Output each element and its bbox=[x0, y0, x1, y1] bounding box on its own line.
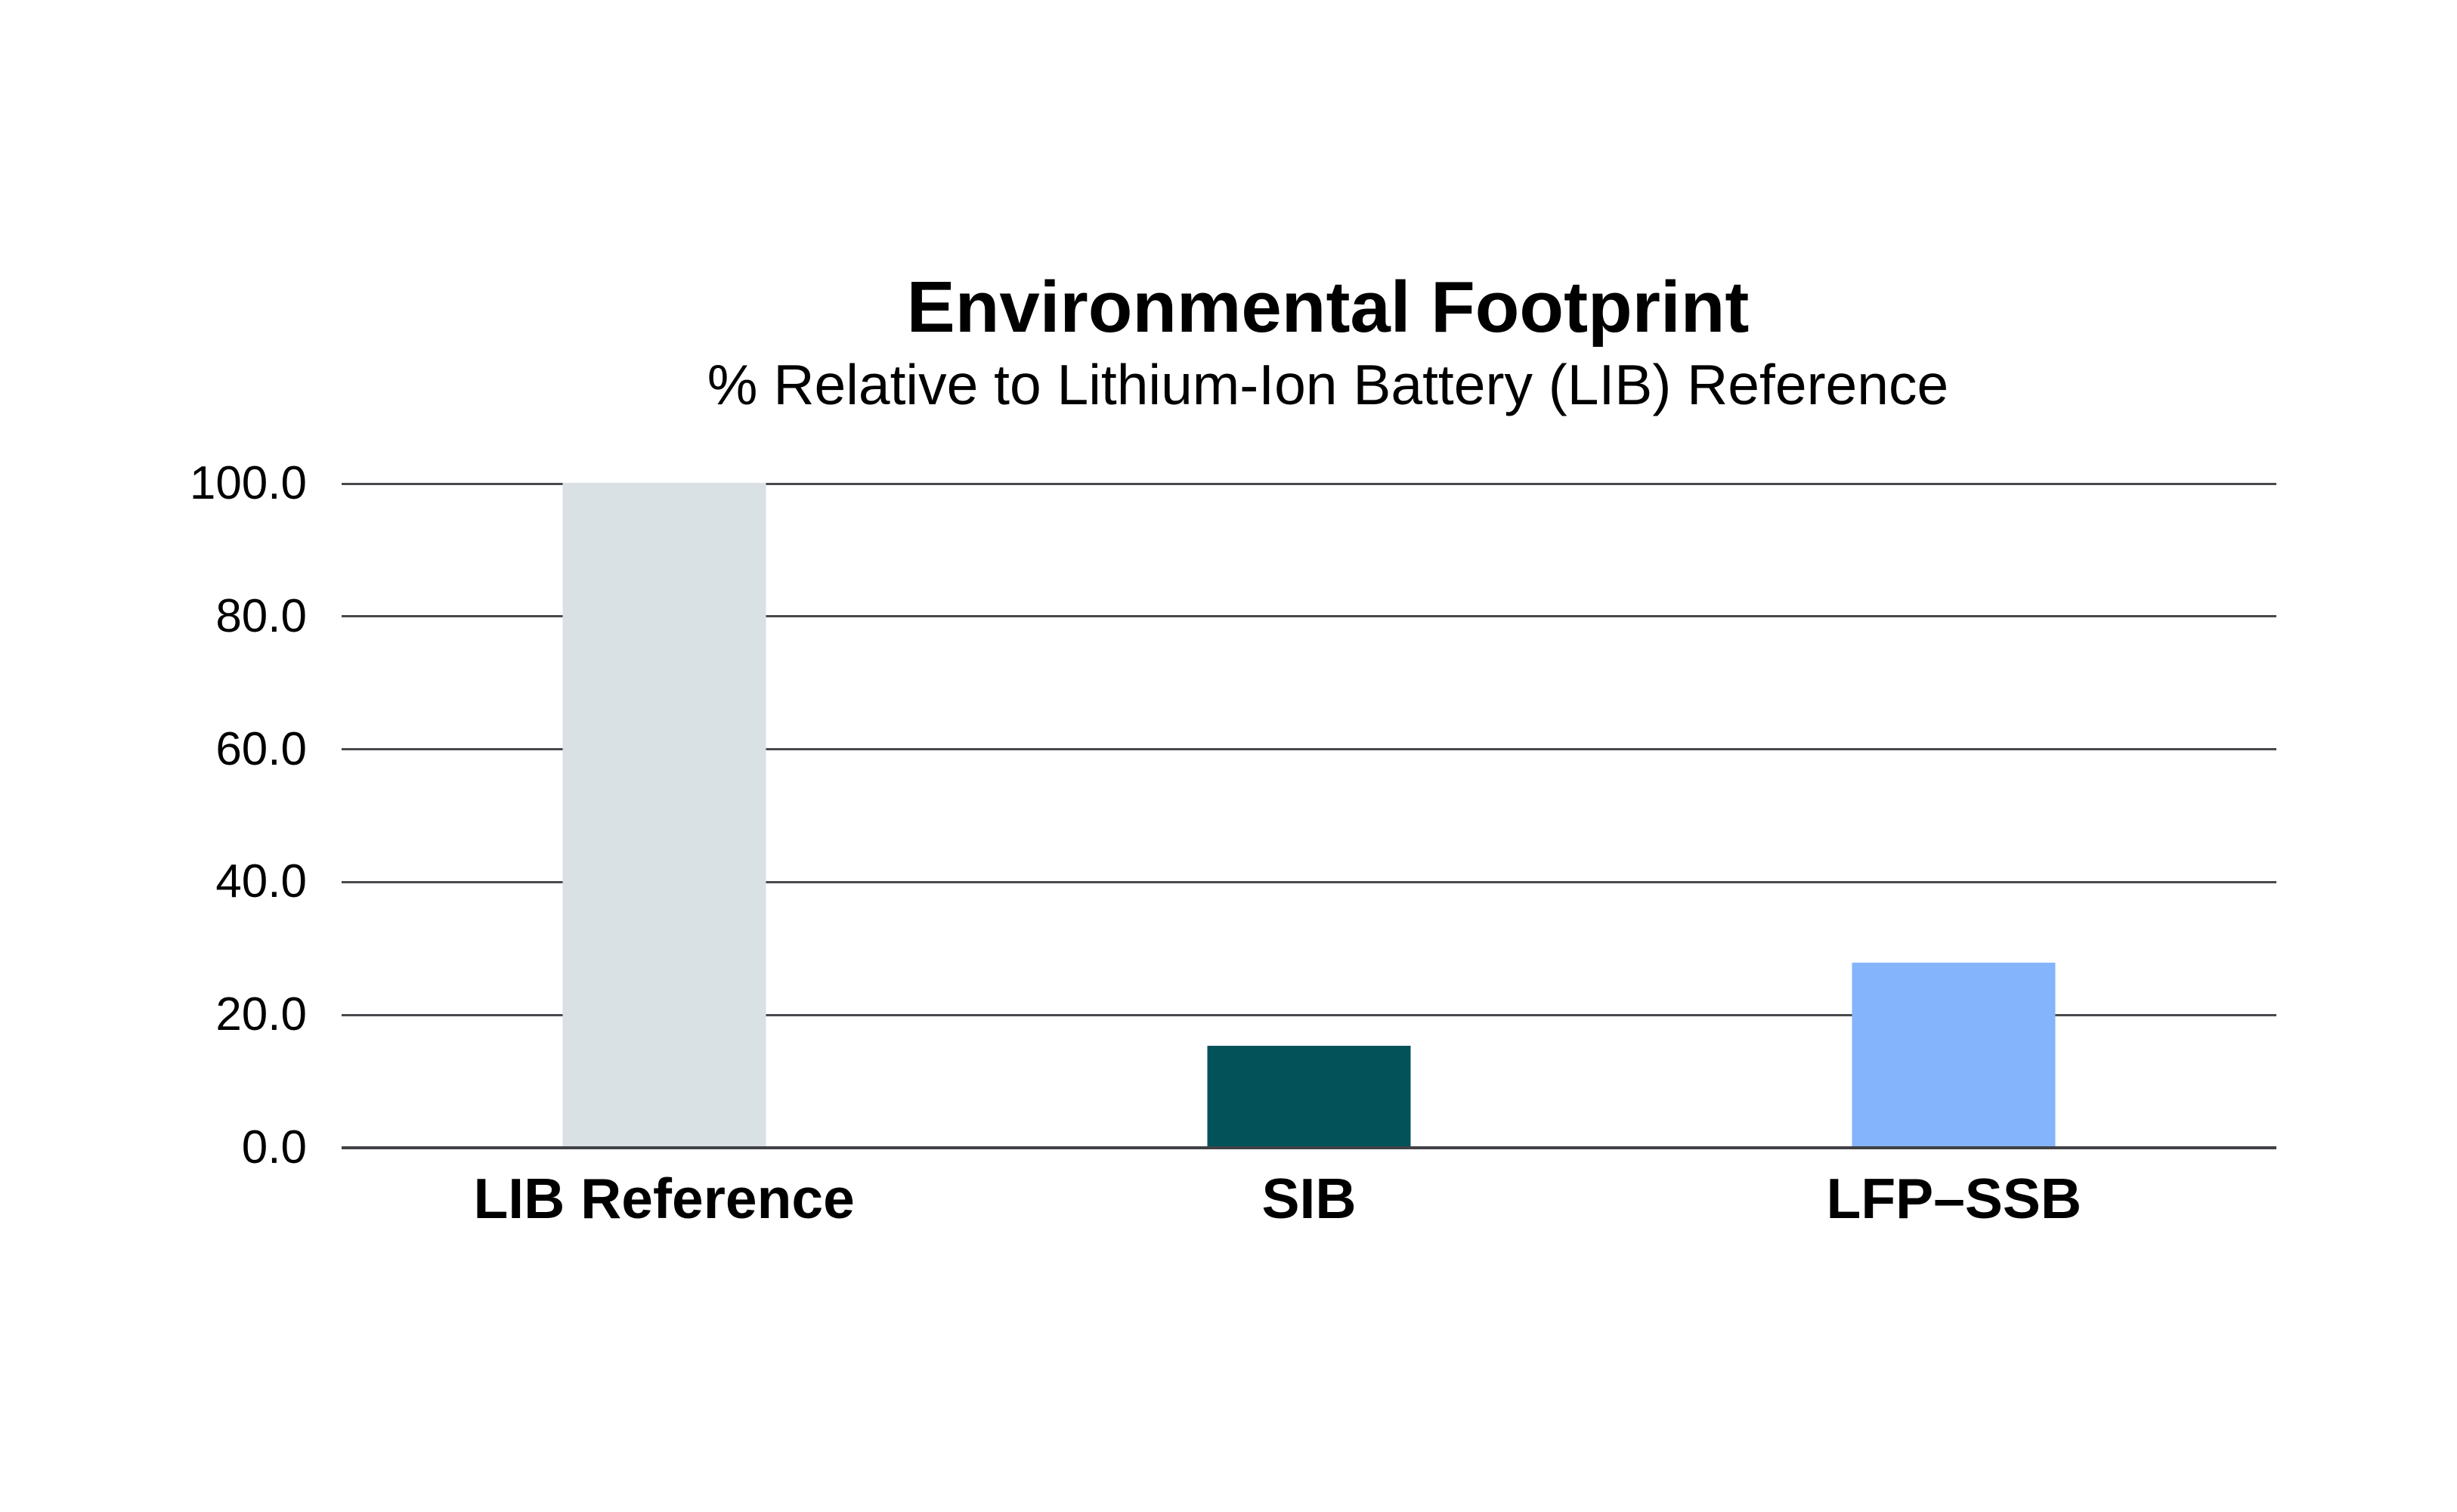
bar-sib bbox=[1207, 1045, 1411, 1147]
gridline-80: 80.0 bbox=[215, 592, 2276, 639]
gridline-20: 20.0 bbox=[215, 991, 2276, 1038]
y-tick-label: 80.0 bbox=[215, 589, 307, 642]
x-axis-baseline: 0.0 bbox=[242, 1124, 2276, 1171]
x-category-label: LFP–SSB bbox=[1826, 1167, 2082, 1230]
x-category-label: SIB bbox=[1261, 1167, 1357, 1230]
y-tick-label: 100.0 bbox=[189, 457, 307, 509]
gridline-40: 40.0 bbox=[215, 858, 2276, 905]
gridline-60: 60.0 bbox=[215, 725, 2276, 772]
plot-area: 100.0 80.0 60.0 40.0 20.0 0.0 bbox=[190, 460, 2276, 1171]
bar-lib-reference bbox=[562, 483, 766, 1147]
y-tick-label: 60.0 bbox=[215, 722, 307, 775]
y-tick-label: 40.0 bbox=[215, 855, 307, 908]
x-category-label: LIB Reference bbox=[473, 1167, 855, 1230]
chart-title: Environmental Footprint bbox=[906, 267, 1750, 348]
bar-lfp-ssb bbox=[1852, 962, 2056, 1147]
y-tick-label: 0.0 bbox=[241, 1121, 307, 1173]
gridline-100: 100.0 bbox=[190, 460, 2276, 507]
x-axis-labels: LIB Reference SIB LFP–SSB bbox=[342, 1170, 2276, 1254]
y-tick-label: 20.0 bbox=[215, 988, 307, 1041]
chart-subtitle: % Relative to Lithium-Ion Battery (LIB) … bbox=[707, 353, 1949, 416]
